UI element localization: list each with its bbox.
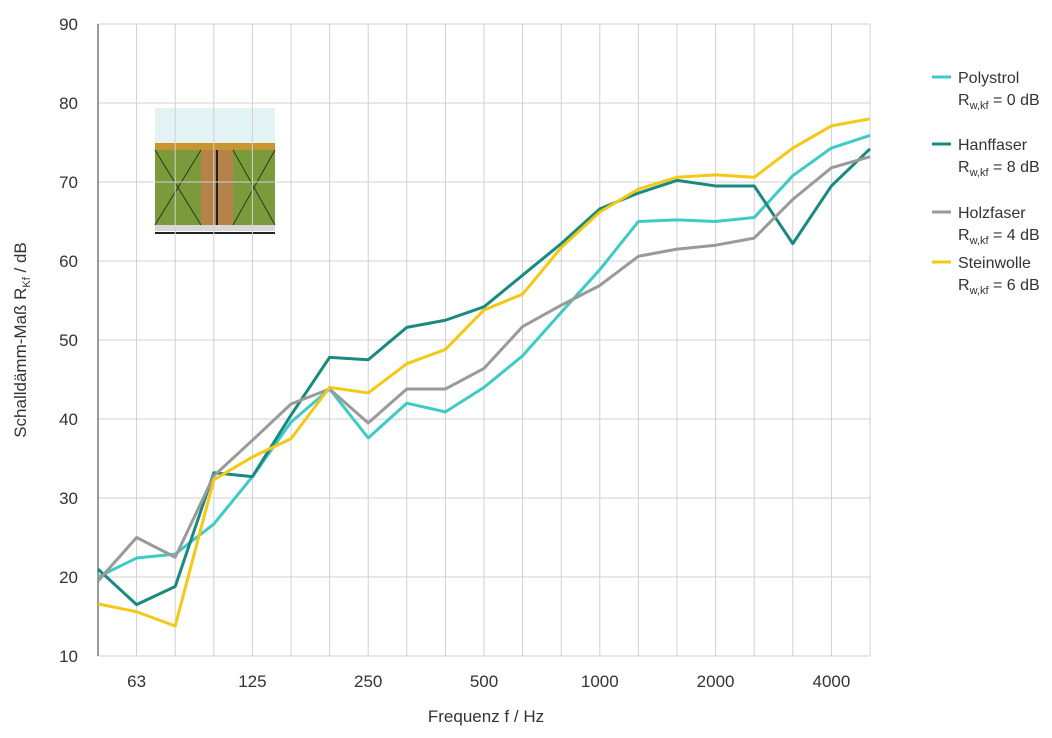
y-label-rest: / dB [11, 242, 30, 277]
y-tick-label: 80 [59, 94, 78, 113]
legend-label: Polystrol [958, 70, 1019, 87]
y-tick-label: 10 [59, 647, 78, 666]
series-line [97, 117, 871, 628]
rating-sub: w,kf [969, 235, 990, 247]
series-line [96, 155, 871, 582]
legend-rating: Rw,kf = 6 dB [958, 277, 1040, 297]
legend-rating: Rw,kf = 8 dB [958, 159, 1040, 179]
x-axis-label: Frequenz f / Hz [428, 707, 544, 726]
rating-base: R [958, 92, 970, 109]
grid [97, 23, 871, 657]
x-tick-label: 500 [470, 672, 498, 691]
y-tick-label: 40 [59, 410, 78, 429]
x-tick-label: 2000 [697, 672, 735, 691]
rating-rest: = 6 dB [989, 277, 1040, 294]
series-line [96, 147, 872, 607]
rating-base: R [958, 159, 970, 176]
inset-illustration [154, 108, 276, 234]
series-line [97, 133, 871, 579]
rating-base: R [958, 227, 970, 244]
legend-label: Holzfaser [958, 205, 1026, 222]
x-tick-label: 125 [238, 672, 266, 691]
y-tick-label: 20 [59, 568, 78, 587]
legend-rating: Rw,kf = 0 dB [958, 92, 1040, 112]
legend-label: Hanffaser [958, 137, 1028, 154]
y-tick-label: 60 [59, 252, 78, 271]
y-label-sub: Kf [21, 276, 33, 287]
y-axis-label: Schalldämm-Maß RKf / dB [11, 242, 33, 438]
rating-sub: w,kf [969, 100, 990, 112]
legend-rating: Rw,kf = 4 dB [958, 227, 1040, 247]
y-tick-label: 90 [59, 15, 78, 34]
rating-rest: = 4 dB [989, 227, 1040, 244]
rating-rest: = 8 dB [989, 159, 1040, 176]
y-tick-label: 30 [59, 489, 78, 508]
y-tick-label: 70 [59, 173, 78, 192]
y-label-text: Schalldämm-Maß R [11, 288, 30, 438]
x-tick-label: 4000 [812, 672, 850, 691]
rating-sub: w,kf [969, 167, 990, 179]
x-tick-label: 250 [354, 672, 382, 691]
legend-label: Steinwolle [958, 255, 1031, 272]
rating-base: R [958, 277, 970, 294]
plot [96, 117, 872, 628]
rating-rest: = 0 dB [989, 92, 1040, 109]
x-tick-label: 63 [127, 672, 146, 691]
rating-sub: w,kf [969, 285, 990, 297]
x-tick-label: 1000 [581, 672, 619, 691]
y-tick-label: 50 [59, 331, 78, 350]
